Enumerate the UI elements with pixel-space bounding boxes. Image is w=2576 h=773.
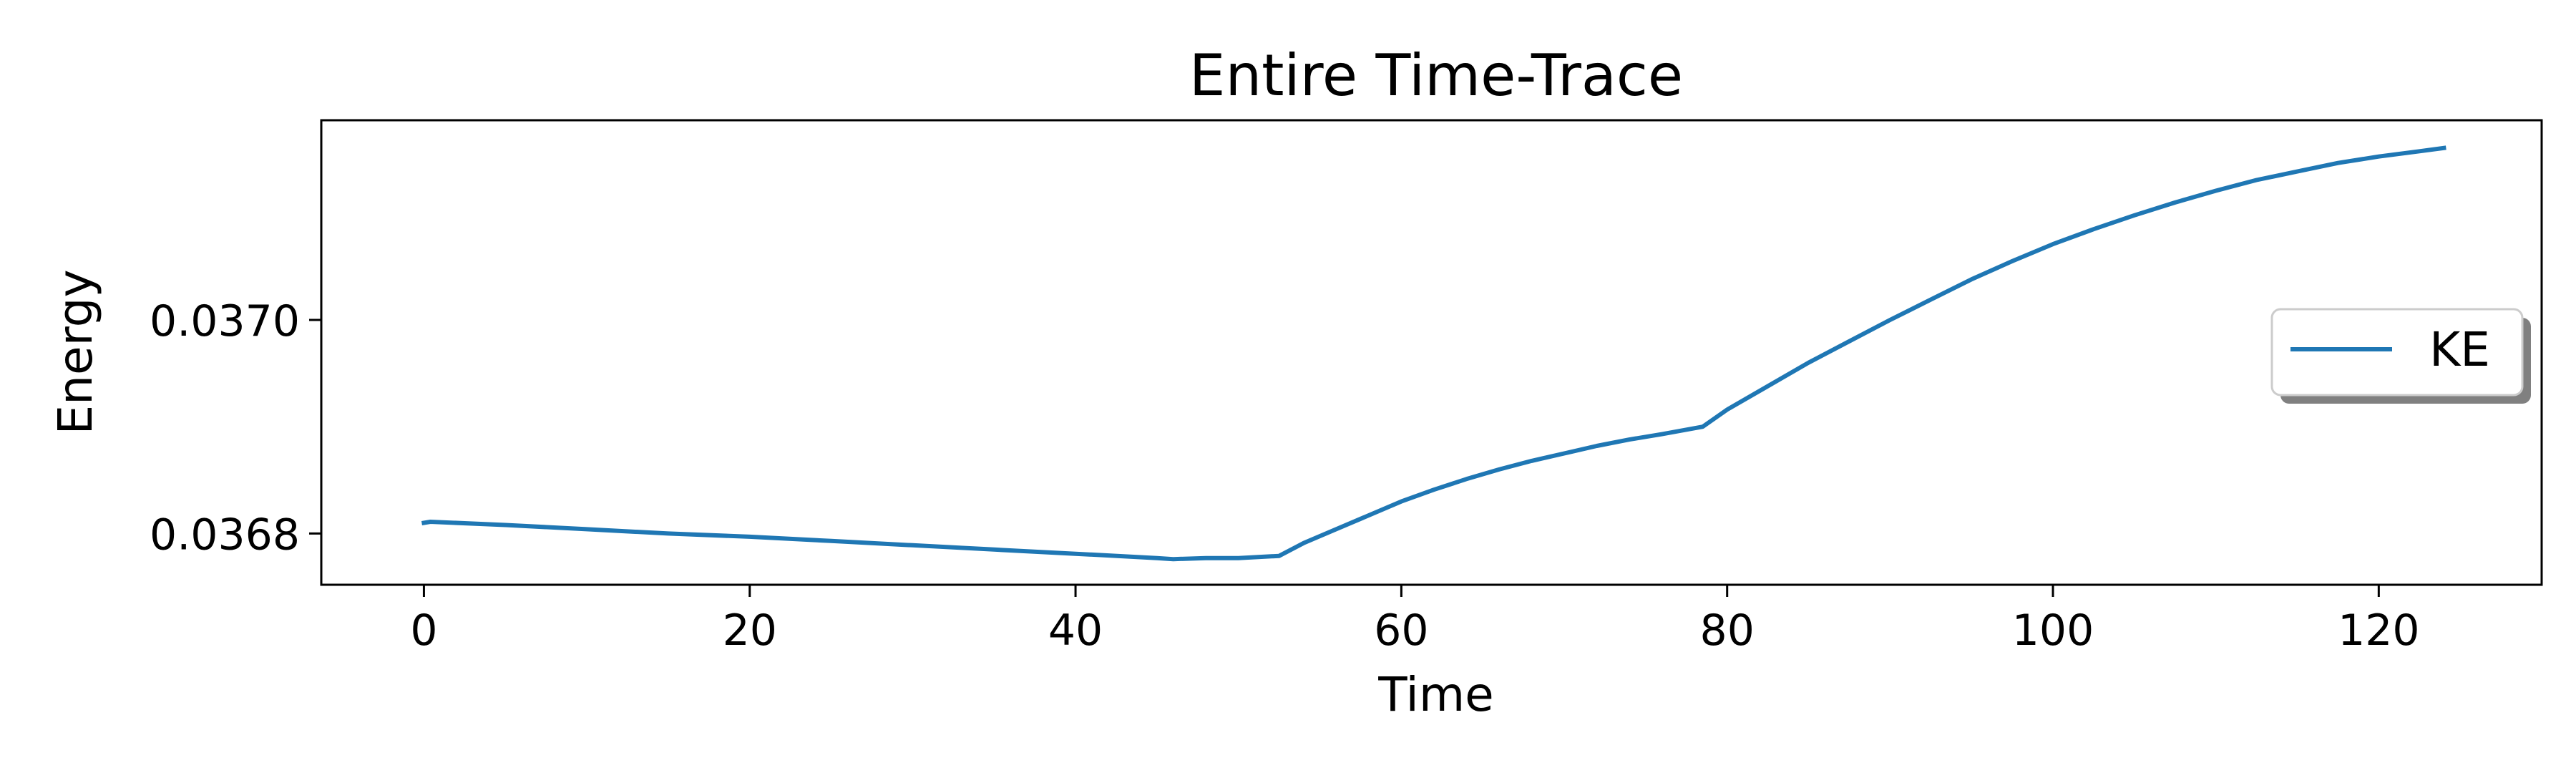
legend-box [2270,308,2524,397]
y-axis: 0.0368 0.0370 [150,296,321,560]
y-axis-label: Energy [48,269,103,434]
x-tick-label: 80 [1700,606,1755,656]
x-tick-label: 0 [410,606,437,656]
x-tick-label: 60 [1374,606,1428,656]
x-tick-label: 100 [2012,606,2094,656]
x-axis-label: Time [1377,667,1494,722]
plot-area [421,145,2446,562]
x-tick-label: 40 [1048,606,1103,656]
legend-label-ke: KE [2429,322,2490,377]
x-axis: 0 20 40 60 80 100 120 [410,585,2420,656]
plot-frame [320,119,2543,586]
series-line-ke [421,145,2446,562]
chart-title: Entire Time-Trace [1189,42,1683,109]
legend: KE [2270,308,2531,404]
y-tick-label: 0.0368 [150,510,300,560]
x-tick-label: 120 [2338,606,2420,656]
x-tick-label: 20 [723,606,777,656]
y-tick-label: 0.0370 [150,296,300,346]
